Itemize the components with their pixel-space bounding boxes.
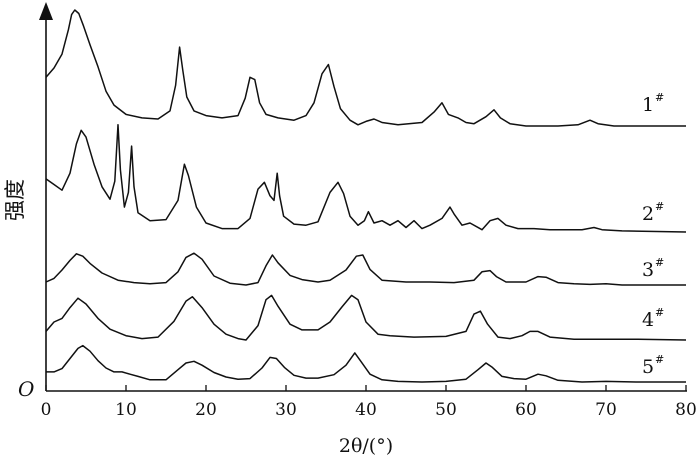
x-tick-label: 80 [675,400,697,420]
series-3-label: 3 [642,259,654,281]
y-axis-arrow-icon [39,2,53,20]
series-1-label-sup: # [655,91,664,104]
series-curves [45,9,687,383]
series-2-label-sup: # [655,200,664,213]
series-2-curve [45,123,687,233]
x-tick-label: 70 [595,400,617,420]
series-5-curve [46,344,686,383]
x-tick-label: 30 [275,400,297,420]
x-tick-label: 20 [195,400,217,420]
x-tick-label: 0 [41,400,52,420]
x-axis-title: 2θ/(°) [339,435,393,457]
x-tick-label: 50 [435,400,457,420]
y-axis-title-text: 强度 [3,179,27,221]
x-axis-ticks: 0 10 20 30 40 50 60 70 80 [41,385,697,420]
x-tick-label: 60 [515,400,537,420]
x-tick-label: 40 [355,400,377,420]
series-3-label-sup: # [655,256,664,269]
series-3-curve [45,252,686,286]
y-axis-title: 强度 [3,179,27,221]
series-5-label-sup: # [655,353,664,366]
series-1-label: 1 [642,94,654,116]
series-4-label-sup: # [655,306,664,319]
x-tick-label: 10 [115,400,137,420]
series-4-label: 4 [642,309,654,331]
series-labels: 1 #2 #3 #4 #5 # [642,91,664,378]
series-4-curve [45,294,687,341]
origin-label: O [18,377,34,401]
series-5-label: 5 [642,356,654,378]
series-2-label: 2 [642,203,654,225]
series-1-curve [45,9,686,127]
